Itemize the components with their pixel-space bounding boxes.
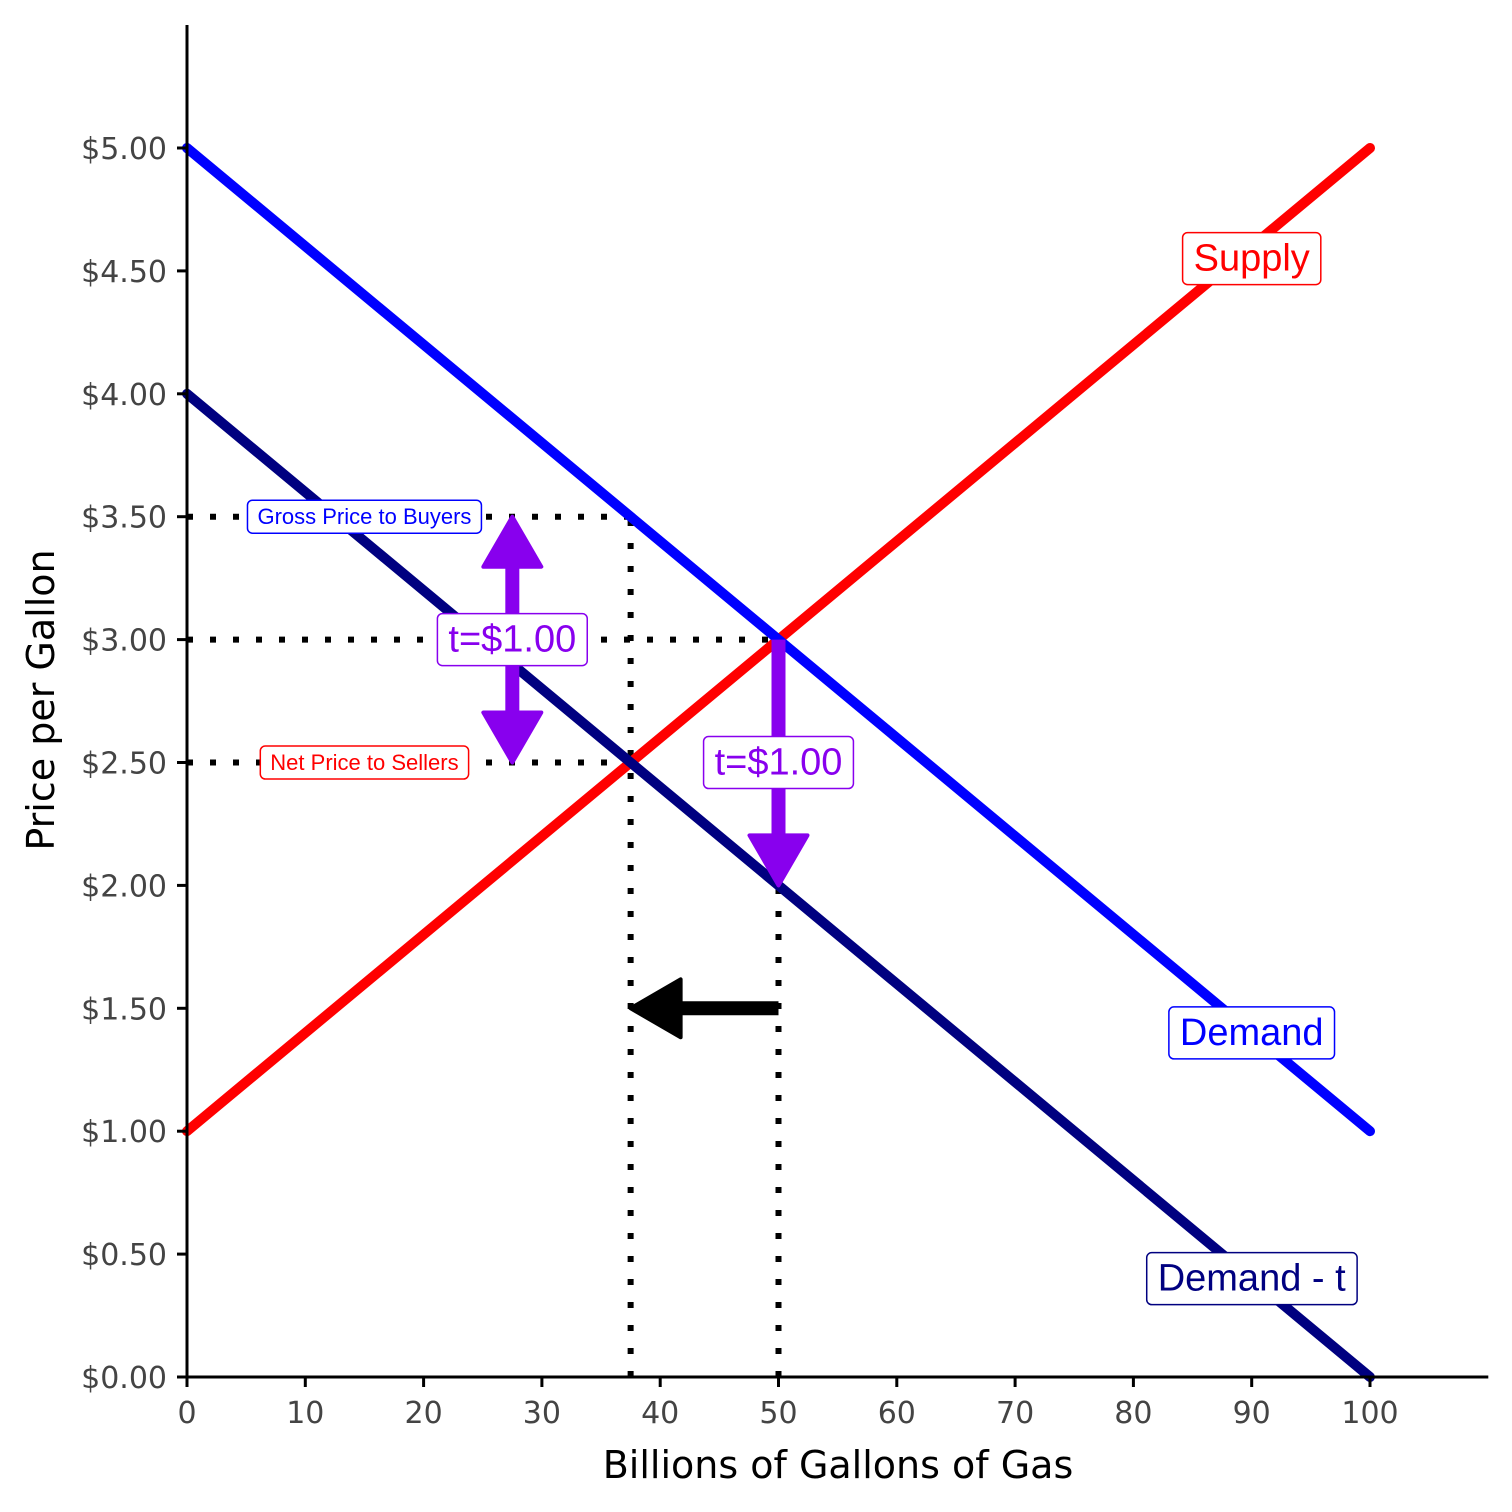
label-box bbox=[259, 745, 470, 780]
x-tick-label: 80 bbox=[1114, 1396, 1152, 1431]
label-text: t=$1.00 bbox=[448, 619, 576, 661]
label-gross-price-to-buyers-3: Gross Price to Buyers bbox=[246, 499, 483, 534]
y-axis-title: Price per Gallon bbox=[19, 549, 63, 850]
label-text: Supply bbox=[1194, 238, 1310, 280]
x-tick-label: 10 bbox=[286, 1396, 324, 1431]
y-tick-label: $4.00 bbox=[81, 378, 167, 413]
x-tick-label: 20 bbox=[405, 1396, 443, 1431]
curve-labels: Supply Demand Demand - t Gross Price to Buy… bbox=[246, 231, 1358, 1306]
x-axis-title: Billions of Gallons of Gas bbox=[603, 1443, 1074, 1487]
y-tick-label: $1.50 bbox=[81, 992, 167, 1027]
label-box bbox=[1168, 1006, 1336, 1060]
label-box bbox=[246, 499, 483, 534]
x-tick-label: 40 bbox=[641, 1396, 679, 1431]
label-box bbox=[702, 735, 855, 790]
label-text: Demand - t bbox=[1158, 1258, 1346, 1300]
x-tick-label: 100 bbox=[1341, 1396, 1398, 1431]
y-tick-label: $2.50 bbox=[81, 747, 167, 782]
label-text: Gross Price to Buyers bbox=[257, 504, 471, 529]
y-tick-label: $4.50 bbox=[81, 255, 167, 290]
y-tick-label: $3.50 bbox=[81, 501, 167, 536]
label-supply-0: Supply bbox=[1181, 231, 1322, 286]
label-text: Demand bbox=[1180, 1012, 1324, 1054]
label-box bbox=[1181, 231, 1322, 286]
arrow-head-0 bbox=[481, 514, 544, 569]
label-net-price-to-sellers-4: Net Price to Sellers bbox=[259, 745, 470, 780]
label-box bbox=[436, 612, 588, 667]
label-t-1-00-5: t=$1.00 bbox=[436, 612, 588, 667]
x-tick-label: 30 bbox=[523, 1396, 561, 1431]
x-tick-label: 60 bbox=[878, 1396, 916, 1431]
label-demand-t-2: Demand - t bbox=[1145, 1251, 1358, 1306]
x-tick-label: 50 bbox=[759, 1396, 797, 1431]
y-tick-label: $2.00 bbox=[81, 869, 167, 904]
x-tick-label: 90 bbox=[1233, 1396, 1271, 1431]
label-text: Net Price to Sellers bbox=[270, 750, 458, 775]
y-tick-label: $0.50 bbox=[81, 1238, 167, 1273]
label-text: t=$1.00 bbox=[715, 742, 843, 784]
label-t-1-00-6: t=$1.00 bbox=[702, 735, 855, 790]
axes: $0.00 $0.50 $1.00 $1.50 $2.00 $2.50 $3.00 $3.50… bbox=[81, 25, 1489, 1431]
annotation-arrows bbox=[481, 514, 810, 1040]
y-tick-label: $5.00 bbox=[81, 132, 167, 167]
label-demand-1: Demand bbox=[1168, 1006, 1336, 1060]
label-box bbox=[1145, 1251, 1358, 1306]
y-tick-label: $1.00 bbox=[81, 1115, 167, 1150]
arrow-head-2 bbox=[628, 977, 683, 1040]
arrow-head-0-start bbox=[481, 710, 544, 765]
x-tick-label: 70 bbox=[996, 1396, 1034, 1431]
arrow-head-1 bbox=[747, 833, 810, 888]
y-tick-label: $0.00 bbox=[81, 1361, 167, 1396]
x-tick-label: 0 bbox=[177, 1396, 196, 1431]
y-tick-label: $3.00 bbox=[81, 624, 167, 659]
